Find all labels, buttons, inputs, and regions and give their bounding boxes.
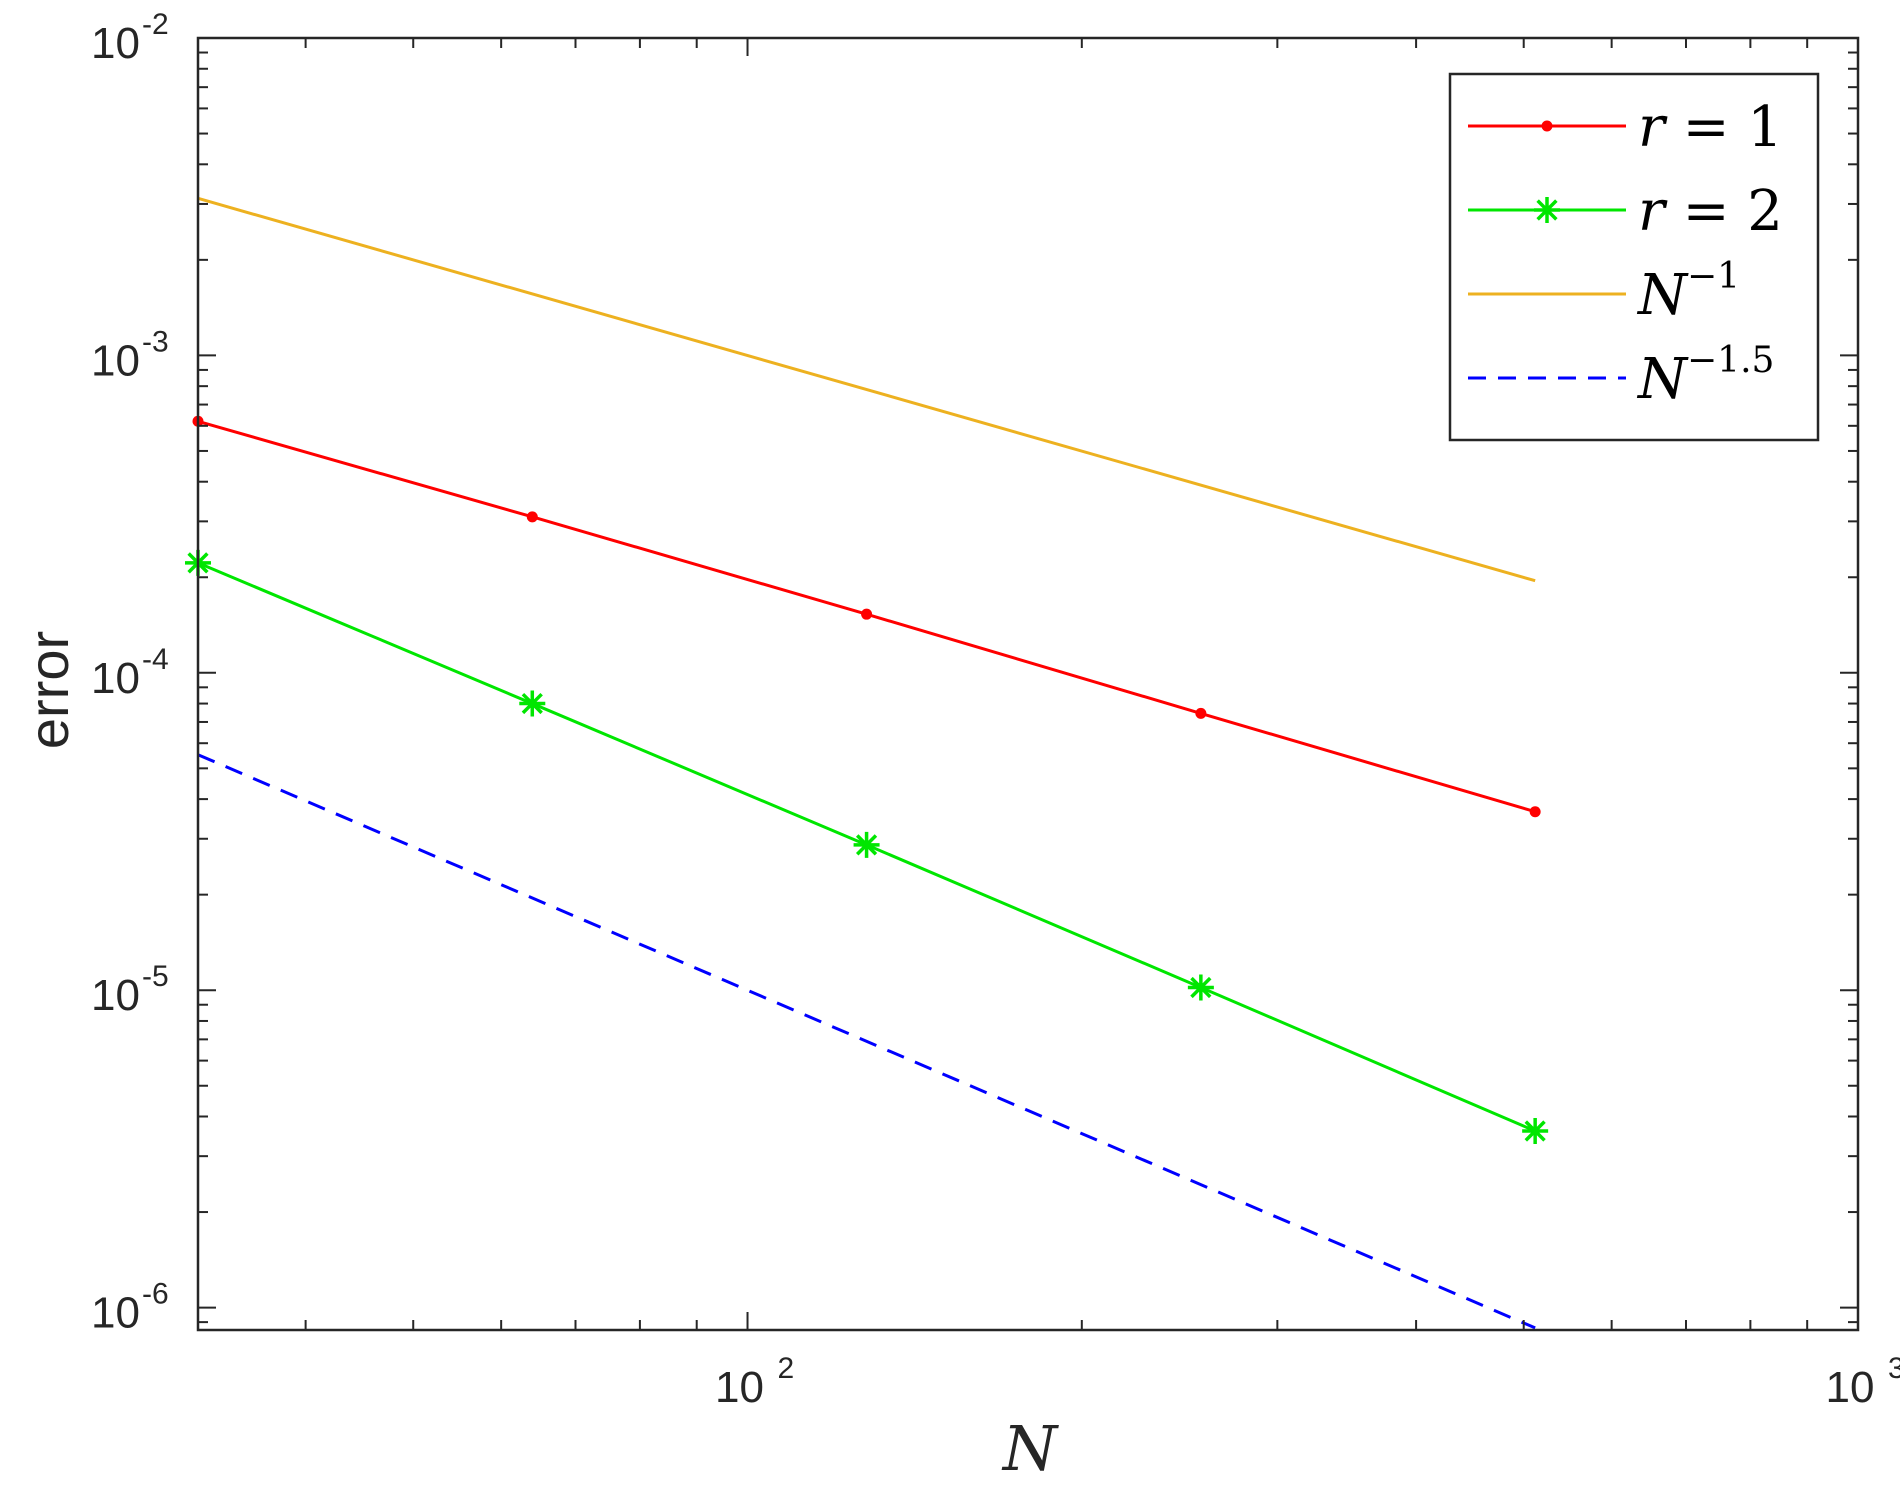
legend-item-2: N−1 (1468, 256, 1740, 328)
y-tick-label: 10 (91, 19, 140, 68)
series-marker-1-4 (1522, 1118, 1549, 1145)
y-tick-label-exponent: -5 (142, 960, 169, 993)
axes-box (196, 36, 1860, 1332)
legend-item-0: r = 1 (1468, 95, 1783, 160)
x-axis-label: N (1001, 1412, 1060, 1485)
legend-label-2: N−1 (1636, 256, 1740, 328)
series-3 (197, 753, 1536, 1330)
x-tick-label-exponent: 2 (778, 1352, 795, 1385)
axes-layer: 10 2 10 310 -210 -310 -410 -510 -6 (91, 8, 1900, 1412)
series-marker-0-2 (861, 608, 873, 620)
x-tick-label-exponent: 3 (1888, 1352, 1900, 1385)
y-tick-label-exponent: -4 (142, 643, 169, 676)
x-tick-label: 10 (715, 1363, 764, 1412)
legend-label-3: N−1.5 (1636, 340, 1774, 412)
legend-item-3: N−1.5 (1468, 340, 1774, 412)
y-tick-label: 10 (91, 336, 140, 385)
legend-marker-1 (1534, 197, 1560, 223)
series-layer (185, 196, 1549, 1330)
series-line-2 (197, 196, 1536, 583)
series-marker-0-3 (1195, 707, 1207, 719)
series-marker-0-4 (1529, 806, 1541, 818)
series-marker-1-3 (1187, 974, 1214, 1001)
legend: r = 1 r = 2 N−1 N−1.5 (1448, 72, 1820, 442)
series-marker-0-1 (526, 511, 538, 523)
y-tick-label-exponent: -3 (142, 325, 169, 358)
legend-marker-0 (1541, 120, 1553, 132)
y-tick-label-exponent: -2 (142, 8, 169, 41)
legend-label-0: r = 1 (1638, 95, 1783, 160)
y-axis-label: error (17, 631, 80, 749)
y-tick-label: 10 (91, 1289, 140, 1338)
labels-layer: N error (17, 631, 1060, 1485)
legend-label-1: r = 2 (1638, 179, 1783, 244)
series-marker-1-1 (519, 690, 546, 717)
y-tick-label: 10 (91, 654, 140, 703)
x-tick-label: 10 (1826, 1363, 1875, 1412)
series-2 (197, 196, 1536, 583)
series-0 (192, 415, 1541, 818)
y-tick-label-exponent: -6 (142, 1278, 169, 1311)
y-tick-label: 10 (91, 971, 140, 1020)
series-marker-1-2 (853, 831, 880, 858)
series-line-3 (197, 753, 1536, 1330)
legend-item-1: r = 2 (1468, 179, 1783, 244)
